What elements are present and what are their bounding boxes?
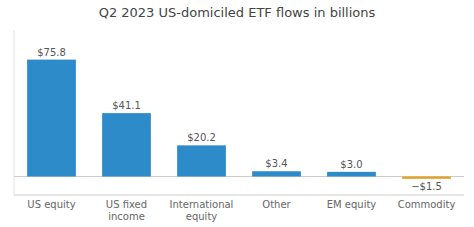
data-label: $3.4 [265, 158, 287, 169]
tick-label: Internationalequity [170, 199, 234, 222]
data-label: $41.1 [112, 100, 141, 111]
data-label: $20.2 [187, 132, 216, 143]
tick-label: Other [262, 199, 291, 210]
bar [402, 176, 451, 178]
baseline [14, 176, 464, 177]
bar [27, 60, 76, 177]
bar [327, 172, 376, 177]
bar [177, 145, 226, 176]
data-label: $3.0 [340, 159, 362, 170]
data-label: −$1.5 [411, 181, 442, 192]
category-axis [14, 195, 464, 196]
bars [27, 60, 451, 179]
title: Q2 2023 US-domiciled ETF flows in billio… [99, 5, 376, 20]
bar [252, 171, 301, 176]
tick-label: Commodity [398, 199, 456, 210]
chart: Q2 2023 US-domiciled ETF flows in billio… [0, 0, 474, 227]
tick-label: EM equity [327, 199, 377, 210]
bar [102, 113, 151, 176]
tick-label: US equity [27, 199, 75, 210]
value-axis [14, 30, 15, 195]
tick-label: US fixedincome [106, 199, 147, 222]
data-label: $75.8 [37, 47, 66, 58]
